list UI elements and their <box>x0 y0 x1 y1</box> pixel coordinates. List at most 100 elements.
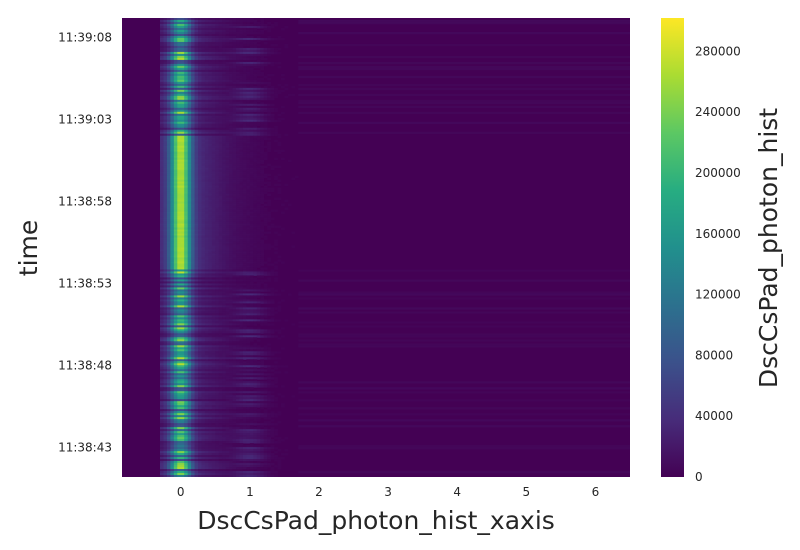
heatmap-cell <box>267 111 271 115</box>
heatmap-cell <box>173 207 178 210</box>
heatmap-cell <box>232 71 237 75</box>
heatmap-cell <box>194 20 199 23</box>
heatmap-cell <box>198 103 202 107</box>
heatmap-cell <box>166 39 171 43</box>
heatmap-cell <box>274 157 278 161</box>
heatmap-cell <box>184 119 189 123</box>
heatmap-cell <box>160 117 164 121</box>
heatmap-cell <box>215 313 220 316</box>
heatmap-cell <box>204 49 209 53</box>
heatmap-cell <box>218 149 223 153</box>
heatmap-cell <box>260 255 265 258</box>
heatmap-cell <box>236 155 240 159</box>
heatmap-cell <box>249 179 254 183</box>
heatmap-cell <box>232 171 237 175</box>
heatmap-cell <box>263 129 268 133</box>
heatmap-cell <box>184 107 189 111</box>
heatmap-cell <box>163 143 168 147</box>
heatmap-cell <box>229 21 233 25</box>
heatmap-cell <box>246 193 251 197</box>
heatmap-cell <box>277 151 282 155</box>
heatmap-row <box>160 103 275 107</box>
heatmap-cell <box>170 273 175 276</box>
heatmap-cell <box>242 171 247 175</box>
heatmap-cell <box>215 239 220 242</box>
heatmap-cell <box>187 87 192 91</box>
heatmap-cell <box>173 69 178 73</box>
heatmap-cell <box>225 159 230 163</box>
heatmap-cell <box>242 55 247 59</box>
heatmap-cell <box>187 153 192 157</box>
heatmap-cell <box>263 175 268 179</box>
heatmap-cell <box>249 201 254 204</box>
heatmap-cell <box>166 35 171 39</box>
heatmap-cell <box>218 151 223 155</box>
heatmap-cell <box>232 287 237 290</box>
heatmap-cell <box>253 309 258 312</box>
heatmap-cell <box>177 197 182 201</box>
heatmap-cell <box>246 241 251 244</box>
heatmap-cell <box>201 85 206 89</box>
heatmap-cell <box>242 153 247 157</box>
heatmap-cell <box>246 35 251 39</box>
heatmap-cell <box>201 203 206 206</box>
heatmap-cell <box>218 257 223 260</box>
heatmap-cell <box>270 245 275 248</box>
heatmap-cell <box>166 209 171 212</box>
heatmap-cell <box>201 299 206 302</box>
heatmap-streak <box>298 83 630 87</box>
heatmap-cell <box>194 279 199 282</box>
heatmap-cell <box>242 135 247 139</box>
heatmap-cell <box>218 315 223 318</box>
heatmap-cell <box>184 209 189 212</box>
heatmap-cell <box>225 295 230 298</box>
heatmap-cell <box>198 275 202 278</box>
heatmap-cell <box>191 239 195 242</box>
heatmap-cell <box>160 203 164 206</box>
heatmap-cell <box>177 243 182 246</box>
heatmap-cell <box>163 125 168 129</box>
heatmap-cell <box>177 165 182 169</box>
heatmap-cell <box>242 261 247 264</box>
heatmap-cell <box>173 153 178 157</box>
heatmap-cell <box>246 209 251 212</box>
heatmap-cell <box>232 77 237 81</box>
heatmap-cell <box>274 183 278 187</box>
heatmap-cell <box>198 99 202 103</box>
heatmap-cell <box>267 97 271 101</box>
heatmap-cell <box>260 205 265 208</box>
heatmap-cell <box>229 249 233 252</box>
heatmap-cell <box>180 18 185 21</box>
heatmap-cell <box>239 273 244 276</box>
heatmap-cell <box>246 55 251 59</box>
heatmap-cell <box>236 101 240 105</box>
heatmap-cell <box>270 293 275 296</box>
heatmap-cell <box>170 249 175 252</box>
heatmap-cell <box>194 191 199 195</box>
heatmap-cell <box>246 157 251 161</box>
heatmap-cell <box>166 221 171 224</box>
heatmap-cell <box>180 285 185 288</box>
heatmap-cell <box>242 85 247 89</box>
heatmap-cell <box>160 273 164 276</box>
heatmap-cell <box>194 213 199 216</box>
heatmap-cell <box>191 211 195 214</box>
heatmap-cell <box>198 237 202 240</box>
heatmap-cell <box>270 317 275 320</box>
heatmap-cell <box>263 61 268 65</box>
heatmap-cell <box>187 275 192 278</box>
heatmap-cell <box>232 281 237 284</box>
heatmap-cell <box>187 289 192 292</box>
heatmap-cell <box>211 121 216 125</box>
heatmap-cell <box>229 295 233 298</box>
heatmap-cell <box>211 107 216 111</box>
heatmap-cell <box>180 55 185 59</box>
heatmap-cell <box>160 131 164 135</box>
heatmap-cell <box>170 297 175 300</box>
heatmap-cell <box>184 297 189 300</box>
heatmap-cell <box>242 27 247 31</box>
heatmap-cell <box>236 111 240 115</box>
heatmap-cell <box>191 85 195 89</box>
heatmap-cell <box>180 147 185 151</box>
heatmap-cell <box>166 293 171 296</box>
